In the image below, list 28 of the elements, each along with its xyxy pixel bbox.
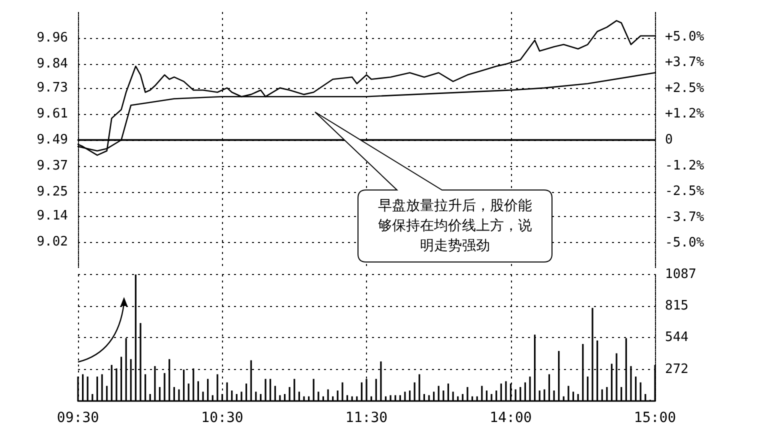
- y-tick-label: 9.25: [36, 184, 68, 200]
- x-tick-label: 14:00: [490, 410, 532, 426]
- annotation: 早盘放量拉升后，股价能够保持在均价线上方，说明走势强劲: [377, 197, 533, 256]
- y2-tick-label: 0: [665, 132, 673, 148]
- y-tick-label: 9.37: [36, 158, 68, 174]
- y2-tick-label: -3.7%: [665, 210, 704, 225]
- x-tick-label: 10:30: [201, 410, 244, 426]
- y2-tick-label: +1.2%: [665, 106, 704, 122]
- y2-tick-label: +5.0%: [665, 29, 704, 44]
- y2-tick-label: -1.2%: [665, 158, 704, 174]
- y-tick-label: 544: [665, 330, 689, 346]
- y-tick-label: 272: [665, 362, 688, 377]
- x-tick-label: 09:30: [56, 410, 100, 426]
- x-tick-label: 11:30: [345, 410, 388, 426]
- y-tick-label: 9.96: [36, 30, 68, 46]
- y-tick-label: 9.73: [36, 80, 68, 96]
- y-tick-label: 9.49: [36, 132, 68, 148]
- y-tick-label: 815: [665, 298, 688, 314]
- y2-tick-label: +3.7%: [665, 55, 704, 70]
- x-tick-label: 15:00: [634, 410, 676, 426]
- y2-tick-label: +2.5%: [665, 80, 704, 96]
- y-tick-label: 9.84: [36, 56, 68, 72]
- y-tick-label: 1087: [665, 267, 696, 282]
- y2-tick-label: -2.5%: [665, 184, 704, 200]
- y-tick-label: 9.02: [36, 234, 68, 250]
- y2-tick-label: -5.0%: [665, 236, 704, 251]
- y-tick-label: 9.14: [36, 208, 68, 224]
- y-tick-label: 9.61: [36, 106, 68, 122]
